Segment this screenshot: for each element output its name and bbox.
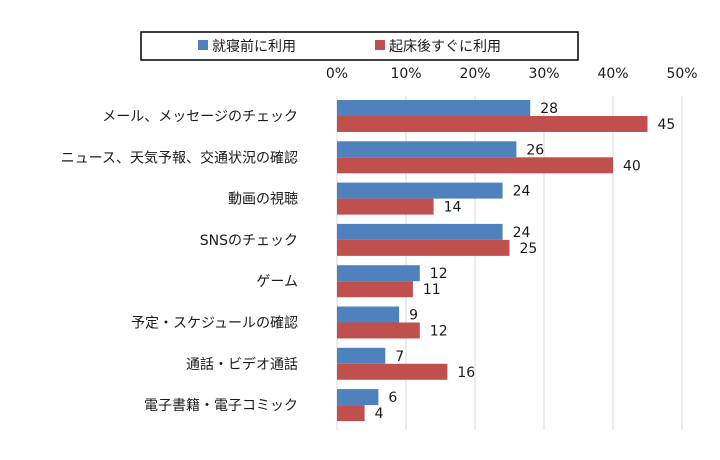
bars <box>337 100 648 422</box>
data-label: 24 <box>513 184 531 200</box>
x-tick-label: 30% <box>528 66 559 82</box>
bar-wakeup <box>337 405 365 422</box>
x-tick-label: 40% <box>597 66 628 82</box>
data-label: 16 <box>457 365 475 381</box>
category-label: ゲーム <box>256 274 298 290</box>
data-label: 28 <box>540 101 558 117</box>
category-label: 通話・ビデオ通話 <box>186 356 298 373</box>
category-label: SNSのチェック <box>200 233 298 249</box>
bar-bedtime <box>337 389 379 406</box>
legend: 就寝前に利用 起床後すぐに利用 <box>140 31 579 61</box>
bar-wakeup <box>337 322 420 339</box>
bar-wakeup <box>337 281 413 298</box>
category-label: 予定・スケジュールの確認 <box>131 316 298 332</box>
category-label: メール、メッセージのチェック <box>102 109 298 125</box>
bar-wakeup <box>337 239 510 256</box>
bar-bedtime <box>337 306 400 323</box>
x-tick-label: 0% <box>326 66 348 82</box>
data-label: 6 <box>388 390 397 406</box>
legend-label-series-2: 起床後すぐに利用 <box>389 39 501 55</box>
x-tick-label: 10% <box>390 66 421 82</box>
data-label: 40 <box>623 158 641 174</box>
data-label: 12 <box>430 266 448 282</box>
category-label: ニュース、天気予報、交通状況の確認 <box>61 149 298 166</box>
data-label: 4 <box>375 406 384 422</box>
data-label: 25 <box>520 241 538 257</box>
x-tick-label: 50% <box>666 66 697 82</box>
category-label: 電子書籍・電子コミック <box>144 397 298 414</box>
data-label: 24 <box>513 225 531 241</box>
bar-bedtime <box>337 141 517 158</box>
x-tick-label: 20% <box>459 66 490 82</box>
data-label: 26 <box>526 142 544 158</box>
data-label: 9 <box>409 308 418 324</box>
data-label: 12 <box>430 324 448 340</box>
bar-wakeup <box>337 116 648 132</box>
data-label: 7 <box>395 349 404 365</box>
data-label: 14 <box>444 200 462 216</box>
bar-wakeup <box>337 363 448 380</box>
bar-bedtime <box>337 265 420 282</box>
bar-wakeup <box>337 198 434 215</box>
x-axis-ticks: 0% 10% 20% 30% 40% 50% <box>326 66 698 82</box>
legend-box <box>140 31 579 61</box>
bar-wakeup <box>337 157 613 174</box>
bar-bedtime <box>337 347 386 364</box>
category-label: 動画の視聴 <box>228 192 298 208</box>
legend-label-series-1: 就寝前に利用 <box>212 38 296 55</box>
bar-bedtime <box>337 100 531 116</box>
bar-bedtime <box>337 182 503 199</box>
legend-swatch-series-1 <box>198 40 208 50</box>
data-label: 11 <box>423 282 441 298</box>
legend-swatch-series-2 <box>375 40 385 50</box>
bar-bedtime <box>337 223 503 240</box>
data-label: 45 <box>658 117 676 133</box>
